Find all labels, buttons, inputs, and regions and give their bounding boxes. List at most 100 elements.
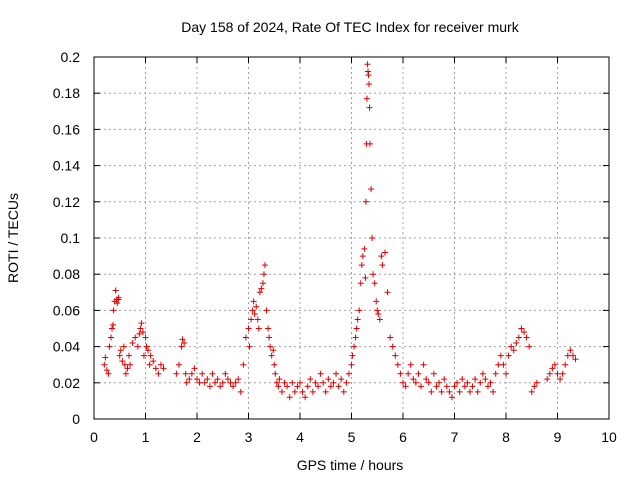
data-point: [497, 352, 504, 359]
data-point: [510, 347, 517, 354]
data-point: [179, 336, 186, 343]
data-point: [263, 307, 270, 314]
data-point: [441, 376, 448, 383]
data-point: [367, 140, 374, 147]
data-point: [137, 325, 144, 332]
data-point: [357, 280, 364, 287]
data-point: [448, 394, 455, 401]
chart-title: Day 158 of 2024, Rate Of TEC Index for r…: [181, 19, 519, 35]
y-tick-label: 0.02: [53, 375, 80, 391]
data-point: [333, 370, 340, 377]
data-point: [356, 307, 363, 314]
data-point: [557, 376, 564, 383]
data-point: [526, 343, 533, 350]
data-point: [112, 287, 119, 294]
data-point: [482, 376, 489, 383]
data-point: [117, 347, 124, 354]
data-point: [106, 343, 113, 350]
data-point: [343, 379, 350, 386]
data-point: [375, 311, 382, 318]
x-tick-label: 9: [554, 429, 562, 445]
data-point: [188, 370, 195, 377]
data-point: [378, 253, 385, 260]
data-point: [266, 334, 273, 341]
data-point: [227, 379, 234, 386]
data-point: [132, 334, 139, 341]
data-point: [265, 325, 272, 332]
data-point: [145, 347, 152, 354]
data-point: [214, 376, 221, 383]
data-point: [505, 352, 512, 359]
y-tick-label: 0.18: [53, 85, 80, 101]
y-tick-label: 0.2: [61, 49, 81, 65]
data-point: [362, 274, 369, 281]
data-point: [379, 262, 386, 269]
data-point: [523, 334, 530, 341]
data-points: [101, 61, 579, 401]
data-point: [217, 383, 224, 390]
data-point: [237, 388, 244, 395]
data-point: [327, 383, 334, 390]
data-point: [438, 388, 445, 395]
data-point: [410, 376, 417, 383]
data-point: [412, 379, 419, 386]
data-point: [116, 352, 123, 359]
data-point: [338, 376, 345, 383]
data-point: [289, 379, 296, 386]
data-point: [122, 370, 129, 377]
y-tick-label: 0.1: [61, 230, 81, 246]
data-point: [554, 370, 561, 377]
x-tick-label: 4: [296, 429, 304, 445]
data-point: [230, 383, 237, 390]
data-point: [567, 347, 574, 354]
data-point: [152, 365, 159, 372]
data-point: [201, 379, 208, 386]
data-point: [508, 343, 515, 350]
x-tick-label: 10: [601, 429, 617, 445]
data-point: [354, 316, 361, 323]
data-point: [366, 81, 373, 88]
data-point: [477, 379, 484, 386]
data-point: [351, 343, 358, 350]
data-point: [503, 370, 509, 377]
data-point: [361, 245, 368, 252]
data-point: [528, 388, 535, 395]
data-point: [278, 388, 285, 395]
data-point: [270, 347, 277, 354]
data-point: [533, 379, 540, 386]
x-tick-label: 6: [399, 429, 407, 445]
data-point: [369, 235, 376, 241]
data-point: [115, 294, 122, 301]
data-point: [572, 356, 579, 363]
data-point: [364, 68, 371, 75]
data-point: [405, 370, 412, 377]
data-point: [253, 303, 260, 310]
data-point: [459, 376, 466, 383]
data-point: [443, 383, 450, 390]
y-tick-label: 0.14: [53, 158, 80, 174]
data-point: [181, 339, 188, 346]
x-tick-label: 5: [348, 429, 356, 445]
data-point: [353, 325, 360, 332]
data-point: [518, 325, 525, 332]
data-point: [551, 361, 558, 368]
data-point: [183, 379, 190, 386]
data-point: [199, 370, 206, 377]
x-tick-label: 2: [193, 429, 201, 445]
data-point: [273, 379, 280, 386]
data-point: [500, 361, 507, 368]
data-point: [260, 271, 267, 278]
data-point: [364, 61, 371, 68]
data-point: [559, 370, 566, 377]
data-point: [271, 361, 278, 368]
data-point: [513, 339, 520, 346]
data-point: [433, 383, 440, 390]
data-point: [206, 383, 213, 390]
x-tick-label: 3: [245, 429, 253, 445]
data-point: [242, 334, 249, 341]
data-point: [302, 394, 309, 401]
data-point: [569, 352, 576, 359]
data-point: [373, 298, 380, 305]
data-point: [284, 383, 291, 390]
data-point: [275, 383, 282, 390]
